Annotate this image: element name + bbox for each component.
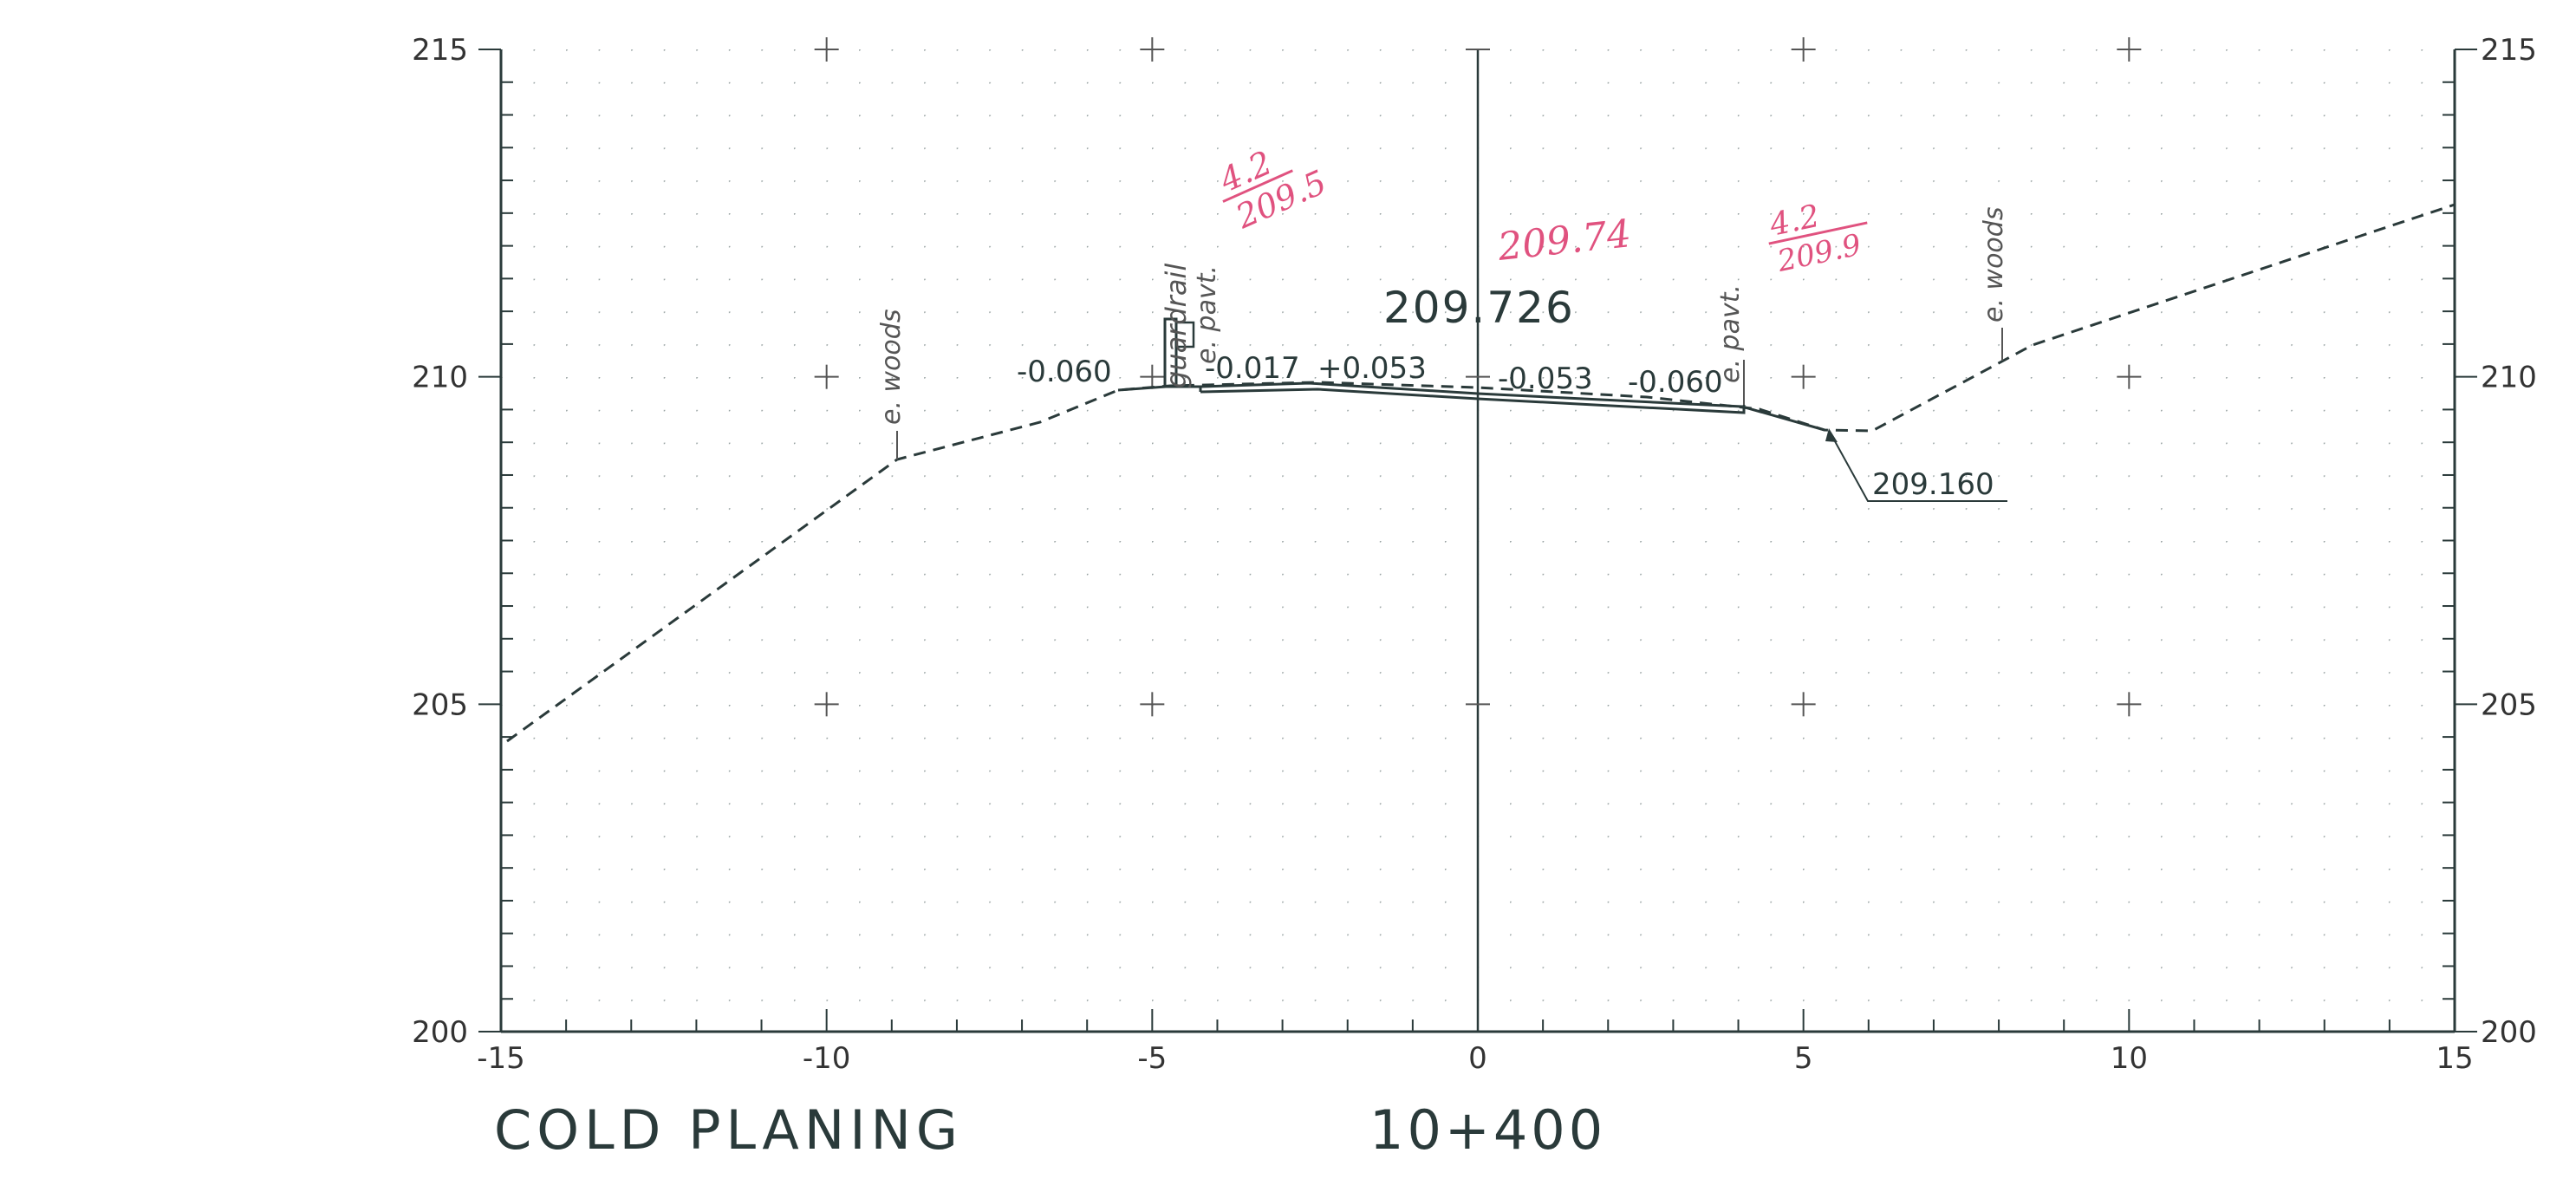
grid-crosses (814, 37, 2142, 717)
drawing-title: COLD PLANING (494, 1098, 963, 1162)
y-tick-label-left: 215 (412, 33, 468, 68)
slope-left-center: +0.053 (1317, 351, 1427, 386)
y-tick-label-right: 215 (2481, 33, 2537, 68)
x-tick-label: 10 (2111, 1041, 2148, 1076)
existing-ground-line (506, 203, 2456, 743)
guardrail-beam (1174, 321, 1195, 348)
x-tick-label: -5 (1137, 1041, 1167, 1076)
pavement-surface-line (1117, 381, 1743, 408)
axis-ticks (478, 49, 2477, 1032)
x-tick-label: 5 (1794, 1041, 1813, 1076)
centerline-elevation: 209.726 (1383, 283, 1575, 333)
y-tick-label-left: 210 (412, 361, 468, 395)
slope-left-inner: -0.017 (1205, 351, 1300, 386)
e-woods-right-label: e. woods (1979, 207, 2009, 322)
toe-leader (1830, 433, 2007, 502)
y-tick-label-right: 205 (2481, 687, 2537, 722)
shoulder-line (1741, 405, 1825, 432)
x-tick-label: -10 (803, 1041, 851, 1076)
x-tick-label: -15 (477, 1041, 525, 1076)
e-pavt-right-label: e. pavt. (1715, 284, 1746, 383)
y-tick-label-left: 200 (412, 1015, 468, 1050)
x-tick-label: 15 (2436, 1041, 2473, 1076)
y-tick-label-left: 205 (412, 687, 468, 722)
slope-right-center: -0.053 (1498, 362, 1593, 396)
toe-elevation: 209.160 (1872, 467, 1994, 502)
slope-right-outer: -0.060 (1628, 365, 1723, 400)
slope-left-outer: -0.060 (1017, 355, 1112, 389)
guardrail-post (1163, 317, 1178, 388)
y-tick-label-right: 210 (2481, 361, 2537, 395)
e-pavt-left-label: e. pavt. (1192, 265, 1222, 364)
guardrail-label: guardrail (1160, 264, 1193, 388)
y-tick-label-right: 200 (2481, 1015, 2537, 1050)
e-woods-left-label: e. woods (876, 309, 907, 425)
station-label: 10+400 (1369, 1098, 1606, 1162)
toe-leader-arrow (1825, 428, 1838, 442)
pavement-base-line (1200, 388, 1746, 414)
x-tick-label: 0 (1468, 1041, 1487, 1076)
